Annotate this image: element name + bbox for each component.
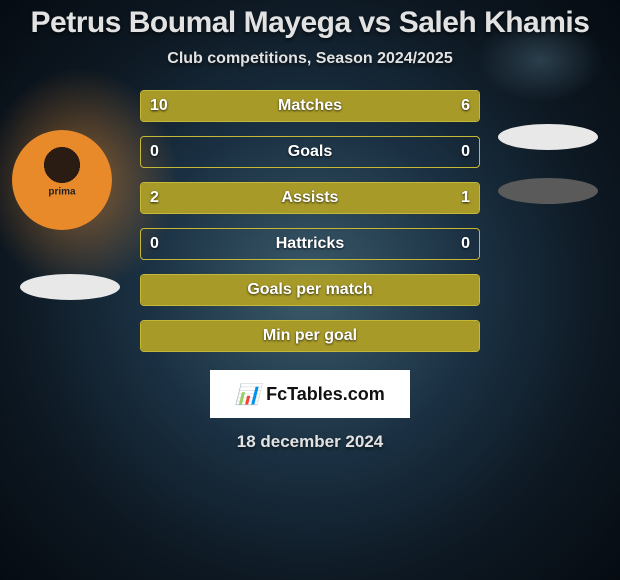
placeholder-ellipse-right-2 — [498, 178, 598, 204]
avatar-sponsor-text: prima — [48, 187, 75, 198]
date-label: 18 december 2024 — [237, 432, 384, 452]
stat-track — [140, 90, 480, 122]
fctables-logo: 📊 FcTables.com — [210, 370, 410, 418]
stat-row: Hattricks00 — [0, 228, 620, 260]
stat-track — [140, 274, 480, 306]
page-subtitle: Club competitions, Season 2024/2025 — [167, 50, 452, 68]
chart-icon: 📊 — [235, 382, 260, 407]
stat-row: Matches106 — [0, 90, 620, 122]
stat-fill-right — [364, 183, 479, 213]
stat-track — [140, 136, 480, 168]
stat-row: Min per goal — [0, 320, 620, 352]
stat-track — [140, 228, 480, 260]
player-left-avatar: prima — [12, 130, 112, 230]
placeholder-ellipse-right-1 — [498, 124, 598, 150]
stat-fill-left — [141, 183, 364, 213]
stat-track — [140, 182, 480, 214]
stat-fill-left — [141, 91, 351, 121]
placeholder-ellipse-left — [20, 274, 120, 300]
stat-track — [140, 320, 480, 352]
page-title: Petrus Boumal Mayega vs Saleh Khamis — [31, 6, 590, 40]
stat-fill-right — [351, 91, 479, 121]
stat-fill-left — [141, 321, 479, 351]
stat-fill-left — [141, 275, 479, 305]
logo-text: FcTables.com — [266, 384, 385, 405]
avatar-shirt — [12, 130, 112, 230]
